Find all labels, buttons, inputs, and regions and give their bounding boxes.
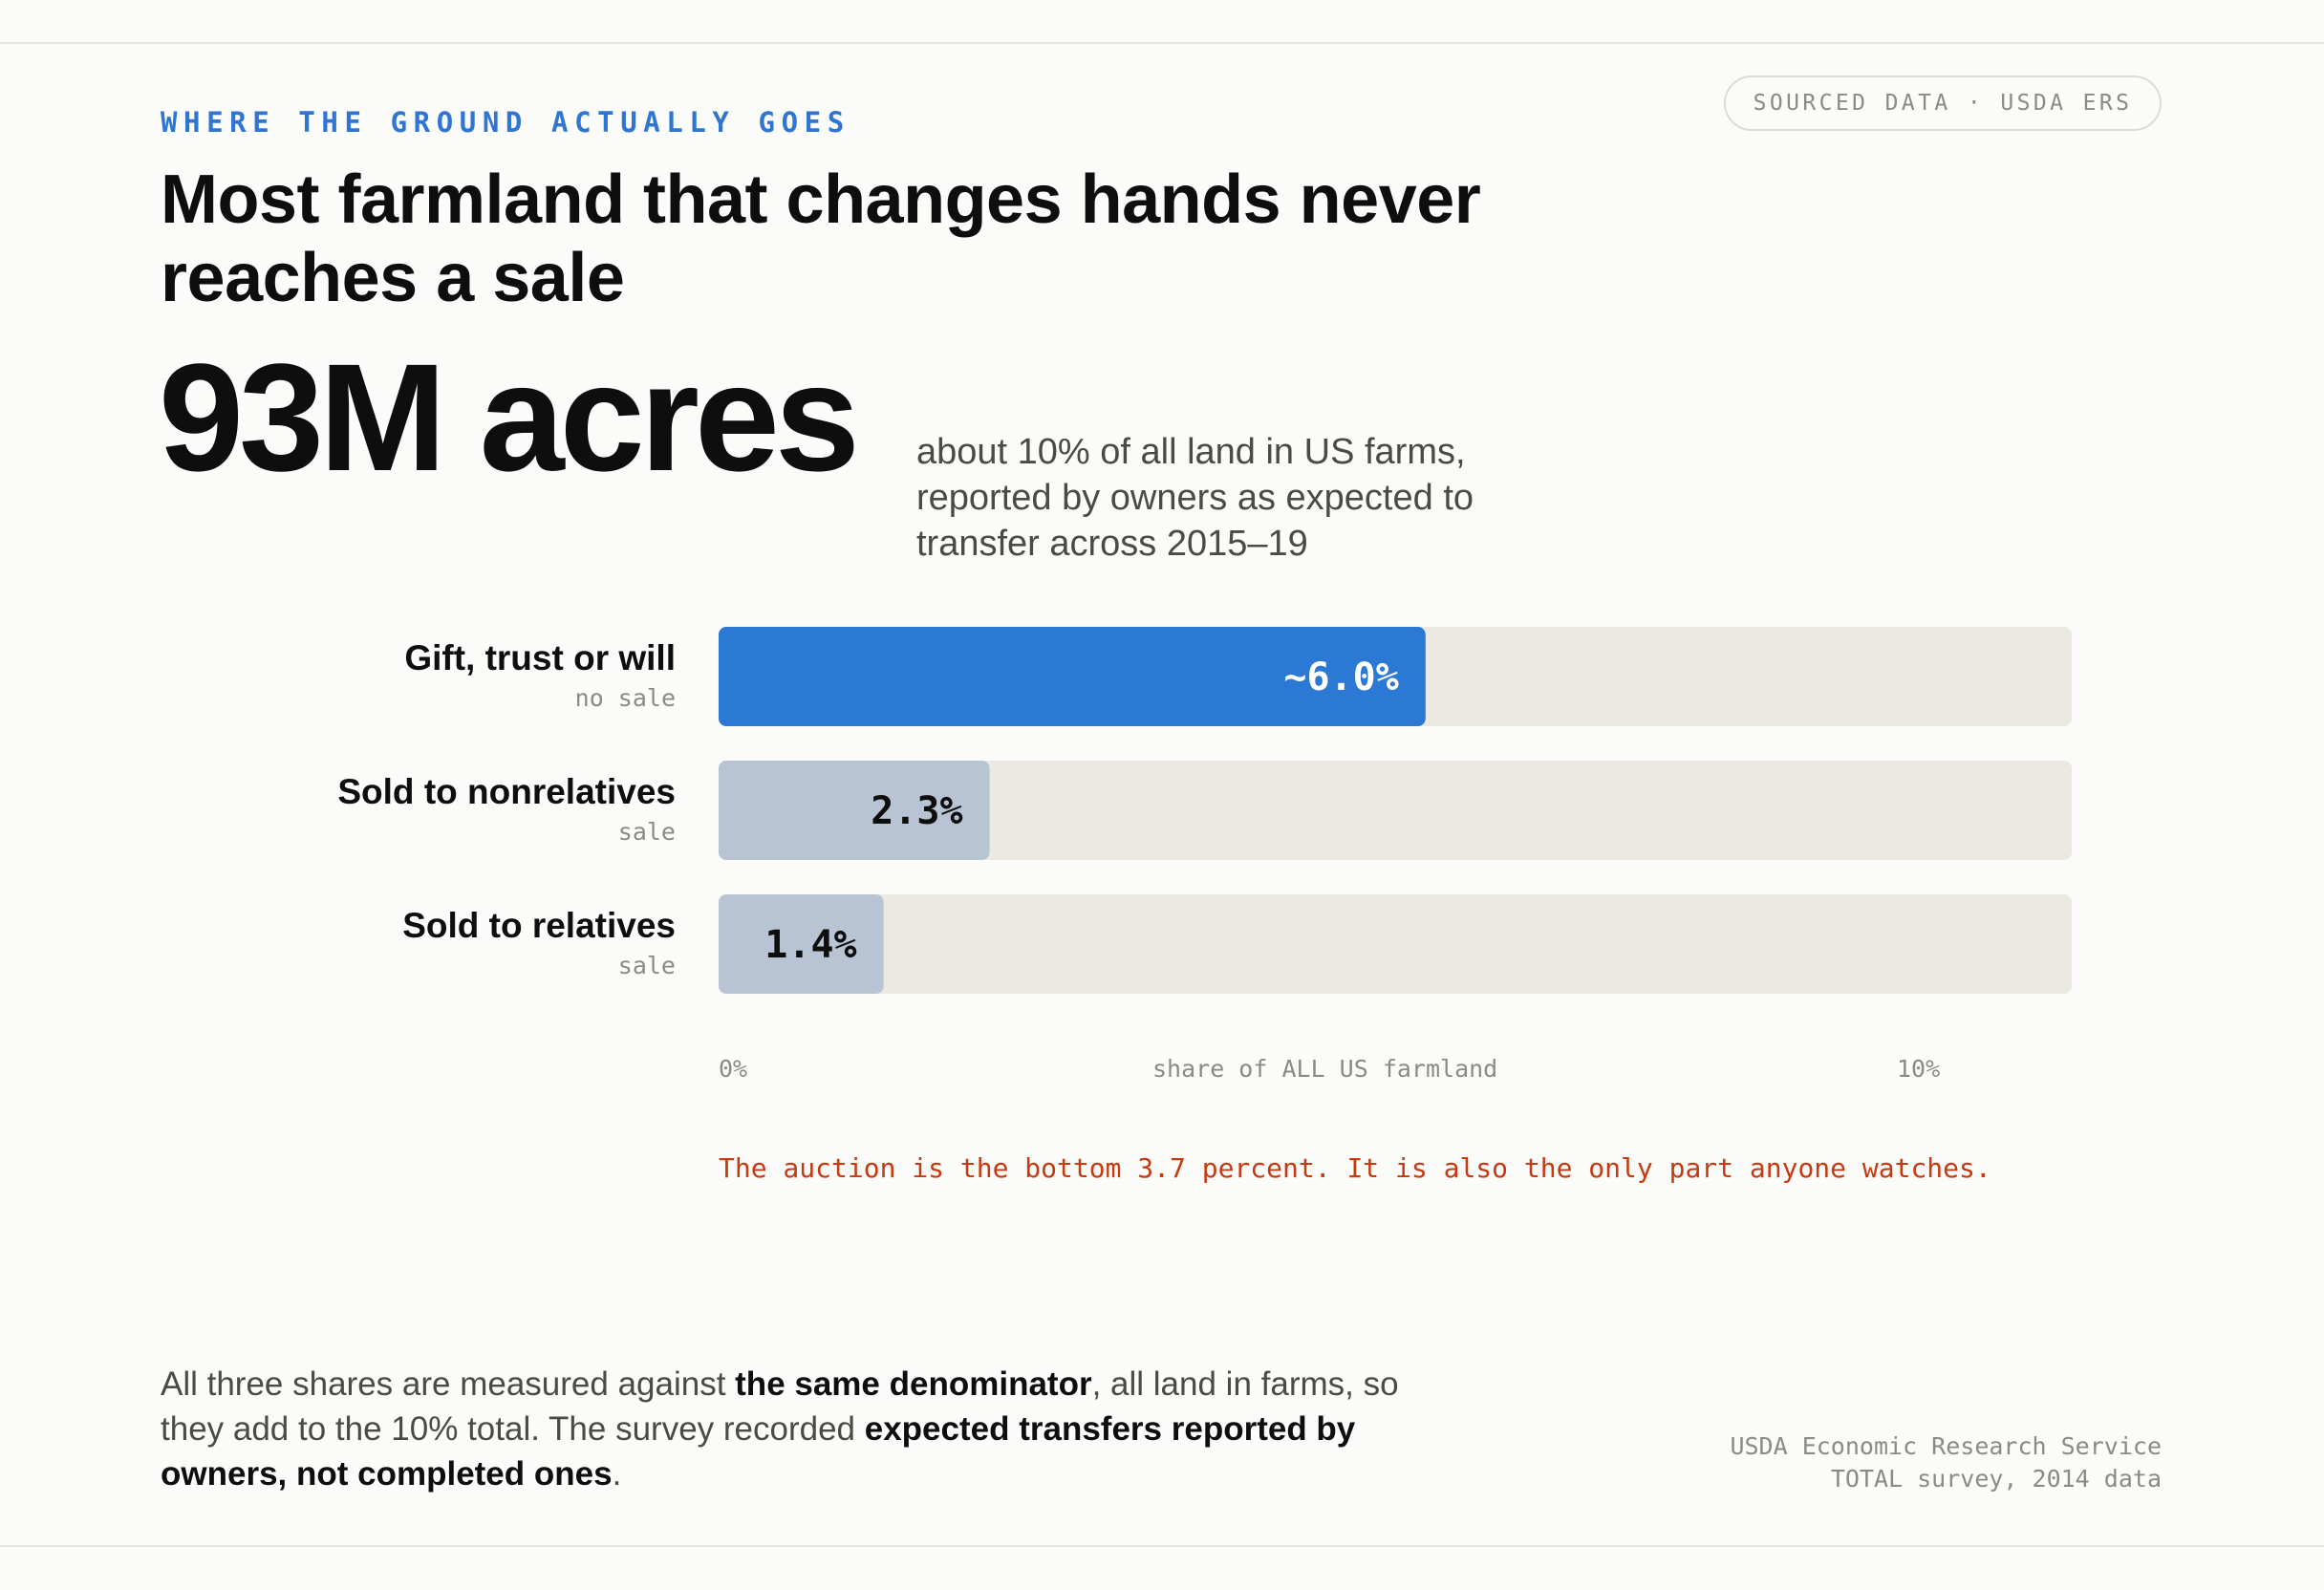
source-line: USDA Economic Research Service [1730, 1432, 2162, 1460]
bottom-divider [0, 1545, 2324, 1547]
category-name: Gift, trust or will [404, 638, 676, 677]
headline-description: about 10% of all land in US farms, repor… [916, 432, 1474, 564]
bar-value-label: ~6.0% [1283, 655, 1398, 699]
category-label-gift: Gift, trust or will no sale [404, 637, 676, 714]
category-tag: sale [617, 952, 676, 979]
top-divider [0, 42, 2324, 44]
category-name: Sold to nonrelatives [337, 772, 676, 811]
bar-1 [719, 761, 990, 860]
category-label-relatives: Sold to relatives sale [402, 905, 676, 981]
bar-chart: ~6.0% 2.3% 1.4% [719, 627, 2072, 994]
bar-value-label: 1.4% [764, 923, 856, 967]
footnote-text: . [612, 1455, 622, 1493]
category-name: Sold to relatives [402, 906, 676, 945]
source-line: TOTAL survey, 2014 data [1830, 1465, 2162, 1493]
footnote-text: , all land in farms, so they add to the … [161, 1365, 1399, 1448]
footnote: All three shares are measured against th… [161, 1362, 1460, 1496]
x-axis-label: share of ALL US farmland [1152, 1055, 1498, 1083]
page-title: Most farmland that changes hands never r… [161, 161, 1481, 316]
headline-value: 93M acres [159, 332, 860, 503]
bar-value-label: 2.3% [871, 789, 962, 833]
x-tick-10: 10% [1897, 1055, 1941, 1083]
eyebrow-label: WHERE THE GROUND ACTUALLY GOES [161, 106, 850, 139]
footnote-emphasis: expected transfers reported by owners, n… [161, 1410, 1356, 1493]
source-credit: USDA Economic Research Service TOTAL sur… [1730, 1430, 2162, 1495]
bar-track [719, 894, 2072, 994]
x-tick-0: 0% [719, 1055, 748, 1083]
category-tag: sale [617, 818, 676, 846]
bar-track [719, 761, 2072, 860]
footnote-emphasis: the same denominator [735, 1365, 1092, 1403]
source-badge: SOURCED DATA · USDA ERS [1724, 75, 2162, 131]
callout-text: The auction is the bottom 3.7 percent. I… [719, 1152, 1991, 1184]
footnote-text: All three shares are measured against [161, 1365, 736, 1403]
bar-2 [719, 894, 884, 994]
category-label-nonrelatives: Sold to nonrelatives sale [337, 771, 676, 848]
bar-0 [719, 627, 1426, 726]
category-tag: no sale [574, 684, 676, 712]
